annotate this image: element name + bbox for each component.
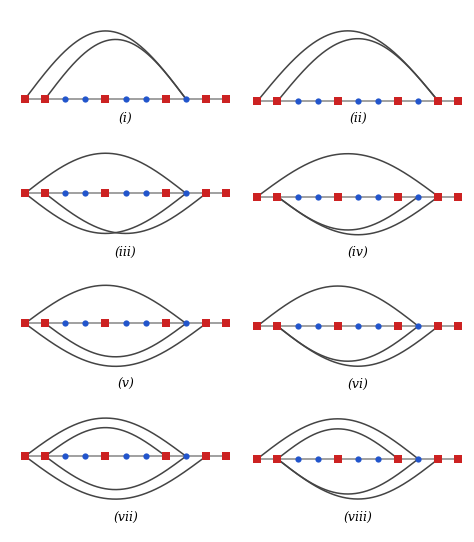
Text: (viii): (viii) [344, 511, 372, 524]
Text: (ii): (ii) [349, 112, 367, 125]
Text: (i): (i) [118, 112, 133, 125]
Text: (vi): (vi) [347, 378, 368, 391]
Text: (iii): (iii) [115, 246, 137, 259]
Text: (iv): (iv) [347, 246, 368, 259]
Text: (v): (v) [117, 378, 134, 391]
Text: (vii): (vii) [113, 511, 138, 524]
